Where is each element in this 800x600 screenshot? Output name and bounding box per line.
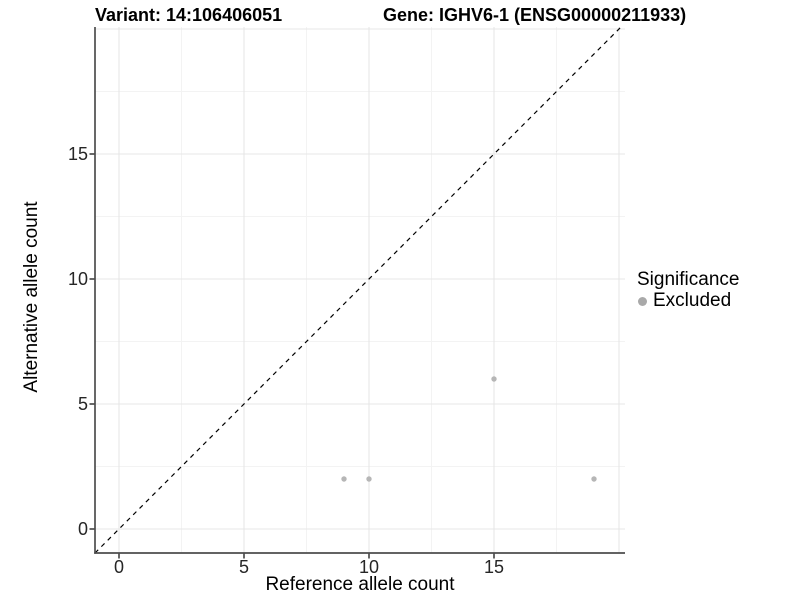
y-axis-title: Alternative allele count <box>21 201 42 393</box>
data-point <box>491 376 497 382</box>
data-point <box>341 476 347 482</box>
data-point <box>591 476 597 482</box>
y-tick-label: 10 <box>67 269 88 289</box>
x-axis-title: Reference allele count <box>265 574 455 595</box>
legend-entry-label: Excluded <box>653 290 732 311</box>
data-point <box>366 476 372 482</box>
y-tick-label: 0 <box>77 519 88 539</box>
plot-title-variant: Variant: 14:106406051 <box>95 5 283 25</box>
x-tick-label: 15 <box>483 557 505 577</box>
x-tick-label: 5 <box>238 557 249 577</box>
legend-title: Significance <box>637 269 740 290</box>
y-tick-label: 5 <box>77 394 88 414</box>
legend-point-icon <box>638 296 647 306</box>
plot-title-gene: Gene: IGHV6-1 (ENSG00000211933) <box>383 5 687 25</box>
y-tick-label: 15 <box>67 144 88 164</box>
x-tick-label: 10 <box>358 557 380 577</box>
x-tick-label: 0 <box>113 557 124 577</box>
legend-entry-excluded: Excluded <box>638 290 731 312</box>
